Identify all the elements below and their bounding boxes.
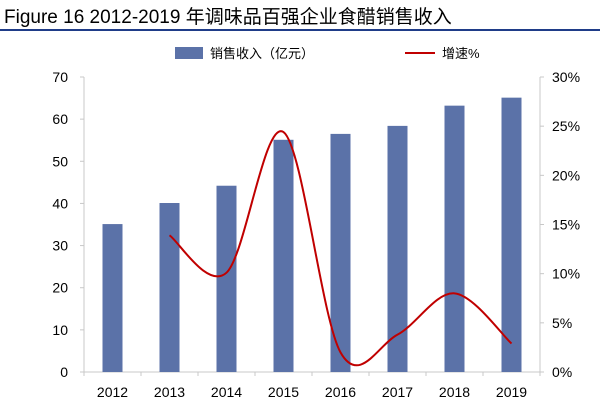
legend-bar-label: 销售收入（亿元） — [210, 46, 314, 61]
bar-2018 — [444, 105, 465, 373]
bar-2013 — [159, 203, 180, 372]
left-tick-label: 0 — [60, 364, 68, 380]
growth-line — [168, 130, 513, 367]
right-tick-label: 20% — [552, 167, 580, 183]
right-tick-label: 10% — [552, 266, 580, 282]
right-tick-label: 15% — [552, 217, 580, 233]
left-tick-label: 70 — [52, 69, 68, 85]
bar-2014 — [216, 185, 237, 372]
x-tick-label: 2018 — [439, 384, 470, 400]
bar-2017 — [387, 125, 408, 372]
right-tick-label: 25% — [552, 118, 580, 134]
x-tick-label: 2016 — [325, 384, 356, 400]
left-tick-label: 20 — [52, 280, 68, 296]
x-tick-label: 2013 — [154, 384, 185, 400]
left-tick-label: 10 — [52, 322, 68, 338]
right-tick-label: 0% — [552, 364, 572, 380]
title-underline — [0, 29, 600, 31]
left-tick-label: 30 — [52, 238, 68, 254]
bar-2015 — [273, 139, 294, 372]
left-tick-label: 40 — [52, 195, 68, 211]
bar-2019 — [501, 97, 522, 373]
left-tick-label: 50 — [52, 153, 68, 169]
x-tick-label: 2019 — [496, 384, 527, 400]
bar-2012 — [102, 224, 123, 372]
x-tick-label: 2012 — [97, 384, 128, 400]
legend-line-label: 增速% — [442, 46, 480, 61]
bar-2016 — [330, 133, 351, 372]
x-tick-label: 2014 — [211, 384, 242, 400]
left-tick-label: 60 — [52, 111, 68, 127]
right-tick-label: 5% — [552, 315, 572, 331]
x-tick-label: 2017 — [382, 384, 413, 400]
chart-title: Figure 16 2012-2019 年调味品百强企业食醋销售收入 — [4, 7, 452, 28]
right-tick-label: 30% — [552, 69, 580, 85]
legend-bar-swatch — [175, 47, 203, 59]
x-tick-label: 2015 — [268, 384, 299, 400]
